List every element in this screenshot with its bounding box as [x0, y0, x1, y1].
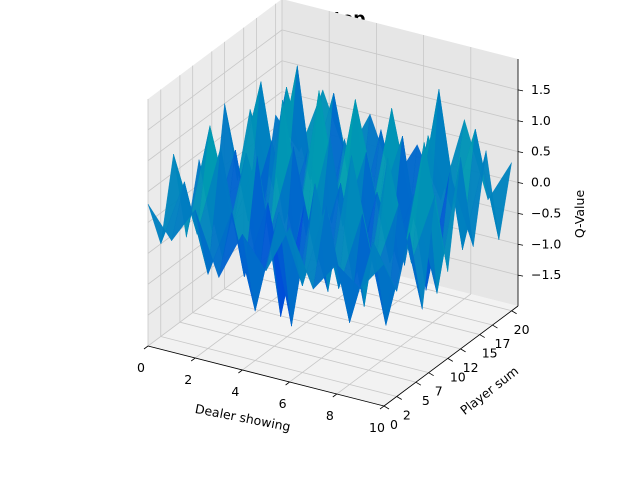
x-tick-mark [379, 405, 385, 410]
y-tick-mark [511, 310, 517, 315]
z-grid-left [147, 29, 283, 131]
z-grid-right [281, 60, 519, 122]
y-tick-mark [396, 396, 402, 400]
y-axis-line [383, 305, 519, 407]
z-tick-mark [517, 89, 524, 92]
y-tick-label: 10 [450, 369, 466, 384]
y-tick-label: 5 [422, 393, 430, 408]
y-tick-mark [383, 405, 390, 410]
x-tick-label: 6 [279, 396, 287, 411]
x-grid-floor [289, 281, 424, 383]
z-tick-label: −1.0 [531, 236, 561, 251]
y-tick-label: 12 [463, 360, 479, 375]
y-tick-mark [460, 348, 466, 353]
y-tick-label: 20 [514, 322, 530, 337]
z-tick-label: 1.5 [531, 82, 551, 97]
z-axis-label: Q-Value [572, 190, 587, 239]
x-axis-label: Dealer showing [194, 401, 292, 434]
y-tick-label: 2 [403, 408, 411, 423]
y-grid-floor [192, 312, 429, 374]
z-tick-label: 0.5 [531, 144, 551, 159]
x-tick-label: 0 [137, 360, 145, 375]
x-tick-mark [332, 393, 338, 398]
x-axis-line [147, 345, 385, 407]
x-tick-label: 2 [184, 372, 192, 387]
x-tick-label: 10 [369, 420, 385, 435]
x-grid-floor [336, 293, 472, 395]
z-tick-label: 0.0 [531, 175, 551, 190]
z-tick-label: −0.5 [531, 205, 561, 220]
z-tick-label: 1.0 [531, 113, 551, 128]
x-tick-mark [143, 345, 149, 350]
x-tick-mark [285, 381, 290, 386]
z-tick-mark [517, 243, 524, 246]
y-grid-floor [160, 336, 397, 397]
y-tick-mark [479, 334, 485, 338]
y-tick-mark [415, 381, 422, 386]
z-tick-mark [517, 212, 524, 215]
y-tick-mark [492, 324, 498, 329]
surface-facet [360, 241, 397, 292]
y-grid-floor [224, 288, 461, 350]
y-tick-label: 0 [390, 417, 398, 432]
x-grid-floor [194, 257, 330, 359]
x-tick-label: 4 [231, 384, 239, 399]
y-grid-floor [211, 297, 448, 359]
surface-mesh [147, 65, 512, 327]
y-tick-label: 7 [435, 384, 443, 399]
x-tick-label: 8 [326, 408, 334, 423]
z-tick-mark [517, 120, 524, 123]
z-tick-mark [517, 151, 524, 154]
y-tick-label: 15 [482, 346, 498, 361]
y-tick-mark [428, 372, 434, 377]
x-tick-mark [238, 369, 243, 374]
y-grid-floor [179, 321, 417, 383]
z-tick-mark [517, 182, 524, 184]
y-tick-mark [447, 358, 454, 362]
x-tick-mark [190, 357, 196, 362]
z-tick-mark [517, 274, 524, 277]
z-tick-label: −1.5 [531, 267, 561, 282]
z-grid-left [147, 60, 283, 162]
z-grid-right [281, 29, 519, 91]
y-tick-label: 17 [495, 336, 511, 351]
